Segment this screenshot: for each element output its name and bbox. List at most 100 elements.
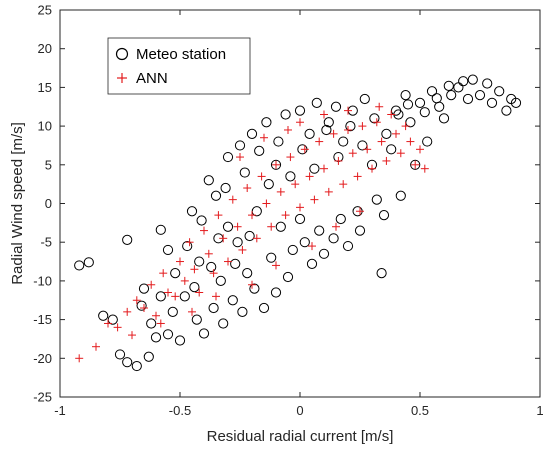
meteo-station-point [443,80,454,91]
x-axis-label: Residual radial current [m/s] [207,428,394,445]
legend-circle-marker [115,47,129,61]
legend-plus-marker [117,73,127,83]
meteo-station-point [438,113,450,124]
ann-point [308,242,316,251]
ann-point [372,118,381,127]
ann-point [368,164,376,173]
ann-point [310,195,319,204]
meteo-station-point [359,93,370,105]
meteo-station-point [222,151,234,163]
meteo-station-point [426,86,438,97]
meteo-station-point [338,136,349,147]
ann-point [140,303,148,312]
meteo-station-point [400,90,411,101]
meteo-station-point [318,248,330,259]
x-tick-label: 0.5 [411,403,429,418]
ann-point [257,172,266,181]
ann-point [392,129,400,138]
ann-point [334,156,343,165]
ann-point [382,156,391,165]
ann-point [348,149,357,158]
ann-point [252,234,261,243]
ann-point [387,110,396,119]
meteo-station-point [345,121,356,132]
y-axis-label: Radial Wind speed [m/s] [9,122,26,285]
meteo-station-point [458,76,469,87]
x-tick-label: -0.5 [169,403,191,418]
ann-point [260,133,268,142]
ticks-layer: -1 -0.5 0 0.5 1 -25 -20 -15 -10 -5 0 5 10 15 20 25 [33,3,543,419]
meteo-station-point [422,136,433,147]
meteo-station-point [270,159,282,170]
meteo-station-point [378,210,390,221]
meteo-station-point [146,318,157,329]
meteo-station-point [244,230,255,242]
meteo-station-point [150,332,162,343]
meteo-station-point [405,117,416,128]
ann-point [195,288,204,297]
meteo-station-point [222,221,234,232]
meteo-station-point [210,190,222,201]
y-tick-label: 15 [38,80,52,95]
ann-point [92,342,100,351]
ann-point [291,180,300,189]
y-tick-label: -15 [33,312,52,327]
y-tick-label: 25 [38,3,52,18]
meteo-station-point [280,109,291,120]
meteo-station-point [309,163,320,174]
ann-point [276,187,285,196]
ann-point [267,222,276,231]
ann-point [339,180,348,189]
meteo-station-point [107,314,118,325]
ann-point [358,122,367,131]
ann-point [104,319,112,328]
ann-point [209,269,218,278]
ann-point [123,307,132,316]
meteo-station-point [321,124,332,136]
legend: Meteo station ANN [107,37,251,95]
meteo-station-point [189,281,200,293]
ann-point [248,280,256,289]
meteo-station-point [386,144,397,155]
meteo-station-point [155,291,166,302]
meteo-station-point [251,206,262,217]
x-tick-label: 0 [296,403,303,418]
ann-point [204,249,213,258]
ann-point [329,129,338,138]
meteo-station-point [114,349,126,360]
legend-entries: Meteo station ANN [115,46,226,87]
ann-point [406,137,415,146]
ann-point [180,276,189,285]
meteo-station-point [208,302,219,314]
meteo-station-point [395,190,406,201]
meteo-station-point [357,140,368,151]
ann-point [236,153,244,162]
ann-point [272,261,280,270]
ann-point [200,226,208,235]
ann-point [296,203,304,212]
ann-point [214,211,223,220]
meteo-station-point [198,328,210,339]
meteo-station-point [371,194,382,205]
meteo-station-point [270,287,282,298]
x-tick-label: -1 [54,403,66,418]
ann-point [243,184,252,193]
meteo-station-point [263,179,274,190]
meteo-station-point [323,117,334,128]
meteo-station-point [446,90,457,101]
meteo-station-point [174,335,186,346]
meteo-station-point [237,306,248,317]
meteo-station-point [474,90,486,101]
ann-point [315,137,324,146]
ann-point [75,354,84,363]
ann-point [320,164,328,173]
meteo-station-point [258,302,270,314]
y-tick-label: -25 [33,390,52,405]
legend-entry: Meteo station [115,46,226,63]
meteo-station-point [294,105,306,116]
ann-point [188,307,196,316]
meteo-station-point [206,261,217,273]
meteo-station-point [215,275,226,286]
meteo-station-point [196,215,207,226]
meteo-station-point [232,237,243,248]
